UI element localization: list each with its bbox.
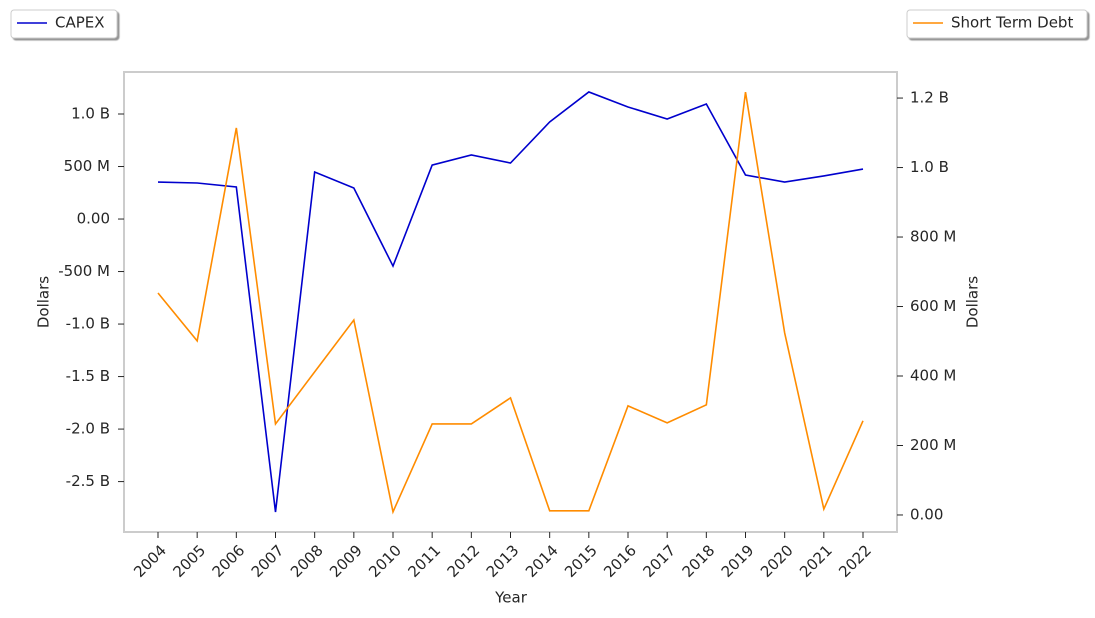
y2-tick-label: 200 M xyxy=(910,436,956,454)
legend-label: Short Term Debt xyxy=(951,14,1073,32)
y2-axis-label: Dollars xyxy=(964,276,982,328)
legend-box xyxy=(906,9,1088,39)
x-tick-label: 2016 xyxy=(600,541,640,581)
x-tick-label: 2004 xyxy=(130,541,170,581)
x-tick-label: 2013 xyxy=(483,541,523,581)
y-tick-label: -2.5 B xyxy=(66,472,110,490)
x-tick-label: 2022 xyxy=(835,541,875,581)
y-tick-label: 0.00 xyxy=(77,210,110,228)
y-tick-label: 1.0 B xyxy=(71,105,110,123)
legend: CAPEX xyxy=(10,9,118,39)
x-tick-label: 2008 xyxy=(287,541,327,581)
x-tick-label: 2010 xyxy=(365,541,405,581)
y2-tick-label: 800 M xyxy=(910,228,956,246)
x-tick-label: 2019 xyxy=(718,541,758,581)
y-tick-label: -2.0 B xyxy=(66,420,110,438)
plot-frame xyxy=(123,71,898,533)
y-tick-label: 500 M xyxy=(64,157,110,175)
x-tick-label: 2011 xyxy=(404,541,444,581)
x-tick-label: 2017 xyxy=(639,541,679,581)
x-tick-label: 2009 xyxy=(326,541,366,581)
legend-label: CAPEX xyxy=(55,14,105,32)
y-tick-label: -1.0 B xyxy=(66,315,110,333)
series-line xyxy=(157,91,864,513)
y2-tick-label: 1.0 B xyxy=(910,158,949,176)
y2-tick-label: 0.00 xyxy=(910,505,943,523)
y2-tick-label: 400 M xyxy=(910,367,956,385)
x-tick-label: 2006 xyxy=(209,541,249,581)
x-tick-label: 2014 xyxy=(522,541,562,581)
x-tick-label: 2020 xyxy=(757,541,797,581)
series-line xyxy=(157,92,864,515)
y-axis-label: Dollars xyxy=(35,276,53,328)
y2-tick-label: 600 M xyxy=(910,297,956,315)
y-tick-label: -1.5 B xyxy=(66,367,110,385)
x-tick-label: 2005 xyxy=(169,541,209,581)
y-tick-label: -500 M xyxy=(58,262,110,280)
legend: Short Term Debt xyxy=(906,9,1088,39)
y2-tick-label: 1.2 B xyxy=(910,89,949,107)
x-tick-label: 2018 xyxy=(679,541,719,581)
legend-box xyxy=(10,9,118,39)
x-tick-label: 2012 xyxy=(444,541,484,581)
x-tick-label: 2021 xyxy=(796,541,836,581)
x-tick-label: 2015 xyxy=(561,541,601,581)
x-tick-label: 2007 xyxy=(248,541,288,581)
x-axis-label: Year xyxy=(494,589,528,607)
